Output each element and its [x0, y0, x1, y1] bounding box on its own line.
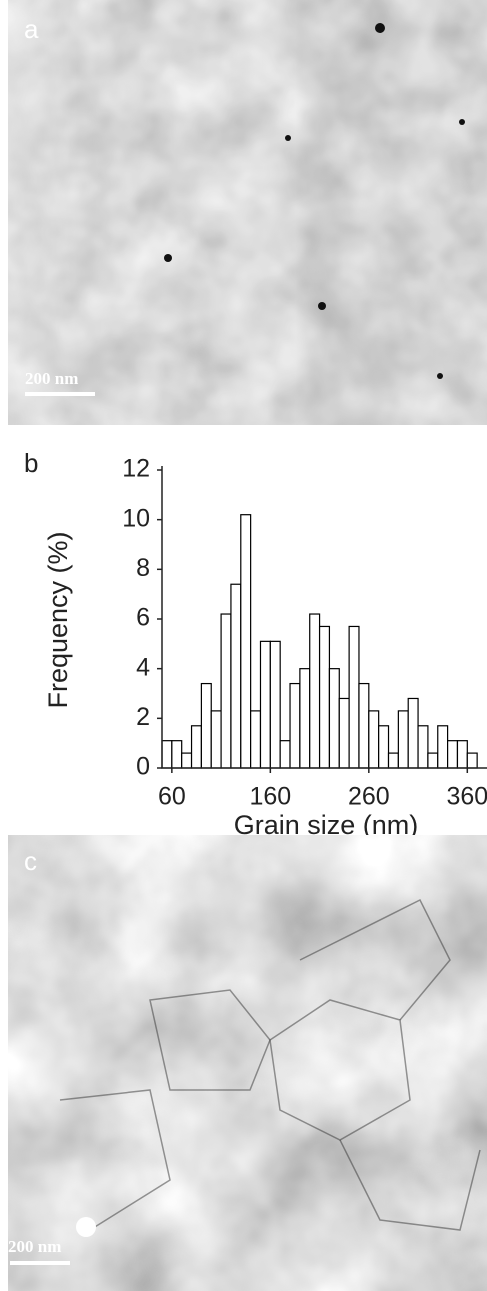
bar: [181, 752, 193, 769]
bar: [200, 682, 212, 769]
bar: [338, 697, 350, 769]
y-tick-label: 10: [122, 504, 150, 532]
x-tick-label: 60: [158, 783, 186, 811]
panel-label: c: [24, 846, 37, 876]
grain-boundaries: [59, 898, 481, 1231]
bar: [358, 682, 370, 769]
y-tick-label: 4: [136, 653, 150, 681]
histogram: b Frequency (%) Grain size (nm) 02468101…: [24, 448, 487, 840]
bar: [240, 514, 252, 769]
bar: [190, 725, 202, 769]
bar: [397, 710, 409, 769]
y-tick-label: 0: [136, 753, 150, 781]
particle: [76, 1217, 96, 1237]
x-tick-label: 160: [249, 783, 291, 811]
bar: [259, 640, 271, 769]
bar: [407, 697, 419, 769]
y-tick-label: 8: [136, 554, 150, 582]
panel-label: b: [24, 448, 38, 478]
micrograph-shading: [8, 0, 487, 425]
bar: [250, 710, 262, 769]
bar: [171, 740, 183, 769]
y-tick-label: 2: [136, 703, 150, 731]
bar: [230, 583, 242, 769]
bar: [387, 752, 399, 769]
x-tick-label: 260: [348, 783, 390, 811]
bar: [368, 710, 380, 769]
y-tick-label: 6: [136, 604, 150, 632]
panel-label: a: [24, 14, 39, 44]
micrograph-texture: [8, 835, 487, 1291]
bar: [466, 752, 478, 769]
bar: [309, 613, 321, 769]
bar: [279, 740, 291, 769]
bar: [348, 625, 360, 769]
bar: [220, 613, 232, 769]
bar: [417, 725, 429, 769]
pores: [164, 23, 465, 379]
scale-bar-label: 200 nm: [8, 1237, 61, 1256]
bar: [378, 725, 390, 769]
bar: [456, 740, 468, 769]
bar: [328, 668, 340, 769]
y-tick-label: 12: [122, 455, 150, 483]
bar: [269, 640, 281, 769]
bar: [210, 710, 222, 769]
bar: [161, 740, 173, 769]
bar: [299, 668, 311, 769]
bar: [427, 752, 439, 769]
bar: [289, 682, 301, 769]
x-tick-label: 360: [446, 783, 487, 811]
y-axis-label: Frequency (%): [43, 531, 73, 708]
scale-bar-label: 200 nm: [25, 369, 78, 388]
panel-c: c 200 nm: [8, 835, 487, 1291]
bar: [447, 740, 459, 769]
bar: [437, 725, 449, 769]
panel-a: a 200 nm: [8, 0, 487, 425]
bar: [318, 625, 331, 769]
